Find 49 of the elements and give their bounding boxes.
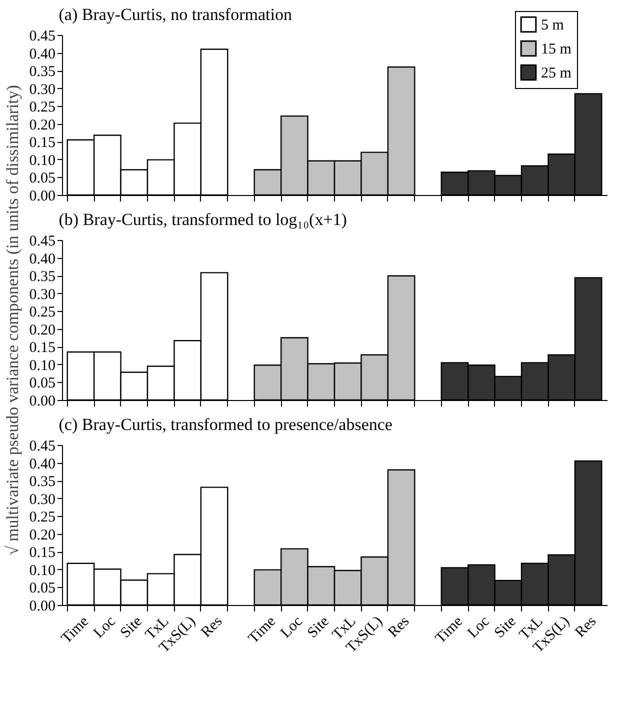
y-tick-label: 0.35 xyxy=(29,64,56,80)
x-tick-label: Site xyxy=(304,613,333,642)
y-tick-label: 0.25 xyxy=(29,100,56,116)
y-tick-label: 0.05 xyxy=(29,376,56,392)
y-tick-label: 0.15 xyxy=(29,340,56,356)
x-tick-label: Res xyxy=(198,613,226,641)
y-tick-label: 0.30 xyxy=(29,286,56,303)
y-tick-label: 0.10 xyxy=(29,562,56,579)
y-tick-label: 0.00 xyxy=(29,394,56,410)
x-tick-label: Time xyxy=(432,613,466,647)
x-tick-label: Loc xyxy=(90,613,119,642)
y-tick-label: 0.30 xyxy=(29,492,56,508)
y-tick-label: 0.40 xyxy=(29,46,56,62)
y-tick-label: 0.35 xyxy=(29,474,56,490)
legend-label: 25 m xyxy=(541,66,572,82)
x-tick-label: Res xyxy=(572,613,600,641)
x-tick-label: Loc xyxy=(278,613,306,642)
chart-title: (a) Bray-Curtis, no transformation xyxy=(58,5,292,24)
y-tick-label: 0.40 xyxy=(29,456,56,472)
chart-title: (c) Bray-Curtis, transformed to presence/absence xyxy=(58,415,392,434)
y-tick-label: 0.40 xyxy=(29,251,56,268)
x-tick-label: Loc xyxy=(464,613,493,642)
x-tick-label: Time xyxy=(246,613,280,647)
y-tick-label: 0.25 xyxy=(29,304,56,321)
y-axis-title: √ multivariate pseudo variance components (in units of dissimilarity) xyxy=(3,84,23,556)
y-tick-label: 0.30 xyxy=(29,82,56,98)
y-tick-label: 0.35 xyxy=(29,269,56,286)
y-tick-label: 0.00 xyxy=(29,188,56,204)
y-tick-label: 0.15 xyxy=(29,545,56,562)
y-tick-label: 0.45 xyxy=(29,234,56,250)
x-tick-label: Time xyxy=(58,613,92,647)
x-tick-label: Site xyxy=(492,613,520,642)
y-tick-label: 0.05 xyxy=(29,580,56,597)
legend-label: 15 m xyxy=(541,42,572,58)
y-tick-label: 0.05 xyxy=(29,170,56,187)
x-tick-label: Site xyxy=(118,613,146,642)
y-tick-label: 0.20 xyxy=(29,117,56,134)
y-tick-label: 0.20 xyxy=(29,322,56,338)
y-tick-label: 0.20 xyxy=(29,527,56,544)
chart-title: (b) Bray-Curtis, transformed to log₁₀(x+1) xyxy=(58,210,347,229)
y-tick-label: 0.25 xyxy=(29,510,56,526)
y-tick-label: 0.10 xyxy=(29,358,56,374)
legend-label: 5 m xyxy=(541,18,564,34)
y-tick-label: 0.45 xyxy=(29,28,56,44)
y-tick-label: 0.45 xyxy=(29,438,56,454)
x-tick-label: Res xyxy=(385,613,413,641)
y-tick-label: 0.15 xyxy=(29,135,56,152)
y-tick-label: 0.00 xyxy=(29,598,56,614)
y-tick-label: 0.10 xyxy=(29,152,56,169)
